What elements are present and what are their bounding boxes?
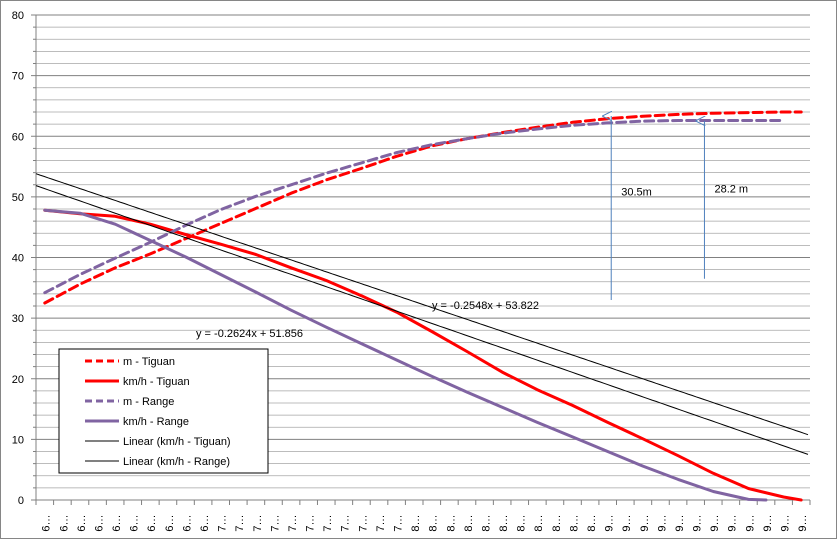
x-tick-label: 8… [586, 514, 598, 531]
x-tick-label: 8… [428, 514, 440, 531]
series-m-tiguan [43, 110, 803, 305]
series-linear-km-h-range [35, 185, 809, 455]
x-tick-label: 9… [639, 514, 651, 531]
legend-label-linear-km-h-range: Linear (km/h - Range) [123, 456, 230, 468]
x-tick-label: 9… [744, 514, 756, 531]
x-tick-label: 6… [129, 514, 141, 531]
y-tick-label: 60 [12, 131, 24, 143]
x-tick-label: 8… [480, 514, 492, 531]
x-tick-label: 8… [445, 514, 457, 531]
y-tick-label: 10 [12, 434, 24, 446]
x-tick-label: 6… [76, 514, 88, 531]
legend-label-linear-km-h-tiguan: Linear (km/h - Tiguan) [123, 436, 231, 448]
x-tick-label: 7… [305, 514, 317, 531]
x-tick-label: 8… [516, 514, 528, 531]
x-tick-label: 6… [164, 514, 176, 531]
y-tick-label: 30 [12, 313, 24, 325]
x-tick-label: 7… [217, 514, 229, 531]
y-tick-label: 20 [12, 374, 24, 386]
x-tick-label: 6… [146, 514, 158, 531]
x-tick-label: 7… [340, 514, 352, 531]
x-tick-label: 9… [762, 514, 774, 531]
legend-label-km-h-range: km/h - Range [123, 416, 189, 428]
x-tick-label: 8… [568, 514, 580, 531]
x-tick-label: 7… [287, 514, 299, 531]
x-tick-label: 9… [656, 514, 668, 531]
x-tick-label: 8… [410, 514, 422, 531]
x-tick-label: 7… [269, 514, 281, 531]
x-tick-label: 6… [41, 514, 53, 531]
legend-label-m-tiguan: m - Tiguan [123, 356, 175, 368]
legend-label-m-range: m - Range [123, 396, 174, 408]
legend-box [58, 348, 269, 474]
trend-equation-tiguan: y = -0.2548x + 53.822 [432, 300, 539, 312]
x-tick-label: 9… [780, 514, 792, 531]
x-tick-label: 7… [234, 514, 246, 531]
distance-label: 28.2 m [714, 184, 748, 196]
y-tick-label: 70 [12, 71, 24, 83]
x-tick-label: 8… [463, 514, 475, 531]
y-tick-label: 50 [12, 192, 24, 204]
x-tick-label: 6… [181, 514, 193, 531]
y-tick-label: 0 [18, 495, 24, 507]
x-tick-label: 9… [674, 514, 686, 531]
series-m-range [43, 119, 786, 295]
x-tick-label: 7… [375, 514, 387, 531]
y-tick-label: 80 [12, 10, 24, 22]
y-axis-tick-labels: 0 10 20 30 40 50 60 70 80 [12, 10, 24, 507]
x-tick-label: 9… [797, 514, 809, 531]
legend: m - Tiguan km/h - Tiguan m - Range km/h - R… [58, 348, 269, 474]
distance-label: 30.5m [621, 187, 652, 199]
x-tick-label: 7… [357, 514, 369, 531]
x-tick-label: 8… [533, 514, 545, 531]
x-tick-label: 6… [58, 514, 70, 531]
x-tick-label: 6… [199, 514, 211, 531]
x-tick-label: 9… [621, 514, 633, 531]
legend-label-km-h-tiguan: km/h - Tiguan [123, 376, 190, 388]
x-tick-label: 7… [393, 514, 405, 531]
annotations: y = -0.2548x + 53.822 y = -0.2624x + 51.8… [196, 116, 748, 340]
series-km-h-range [43, 208, 768, 502]
axes [31, 14, 811, 505]
x-tick-label: 6… [111, 514, 123, 531]
series-linear-km-h-tiguan [35, 173, 809, 436]
x-axis-tick-labels: 6… 6… 6… 6… 6… 6… 6… 6… 6… 6… 7… 7… 7… 7… 7… 7… 7… 7… 7… 7…… [41, 514, 809, 531]
x-tick-label: 6… [93, 514, 105, 531]
x-tick-label: 9… [692, 514, 704, 531]
x-tick-label: 9… [727, 514, 739, 531]
x-tick-label: 8… [551, 514, 563, 531]
x-tick-label: 8… [498, 514, 510, 531]
x-tick-label: 7… [322, 514, 334, 531]
x-tick-label: 9… [604, 514, 616, 531]
trend-equation-range: y = -0.2624x + 51.856 [196, 328, 303, 340]
series-lines [35, 110, 809, 502]
y-tick-label: 40 [12, 253, 24, 265]
x-tick-label: 7… [252, 514, 264, 531]
x-tick-label: 9… [709, 514, 721, 531]
